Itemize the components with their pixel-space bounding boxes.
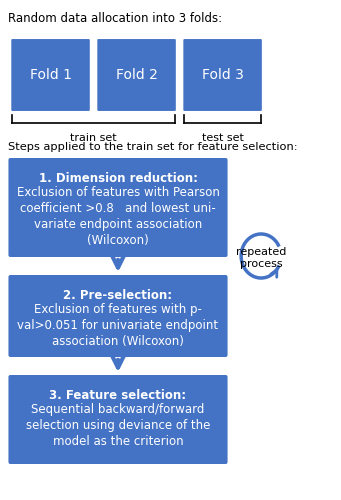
Text: Fold 1: Fold 1	[30, 68, 72, 82]
Text: 3. Feature selection:: 3. Feature selection:	[49, 389, 187, 402]
FancyBboxPatch shape	[9, 375, 227, 464]
Text: 1. Dimension reduction:: 1. Dimension reduction:	[39, 172, 197, 185]
FancyBboxPatch shape	[96, 38, 177, 112]
FancyBboxPatch shape	[9, 158, 227, 257]
Text: Exclusion of features with p-
val>0.051 for univariate endpoint
association (Wil: Exclusion of features with p- val>0.051 …	[17, 303, 219, 348]
FancyBboxPatch shape	[182, 38, 263, 112]
Text: repeated
process: repeated process	[236, 247, 286, 269]
Text: Fold 2: Fold 2	[116, 68, 158, 82]
FancyBboxPatch shape	[9, 275, 227, 357]
Text: test set: test set	[202, 133, 243, 143]
Text: Random data allocation into 3 folds:: Random data allocation into 3 folds:	[8, 12, 222, 25]
Text: train set: train set	[70, 133, 117, 143]
Text: Steps applied to the train set for feature selection:: Steps applied to the train set for featu…	[8, 142, 297, 152]
Text: Exclusion of features with Pearson
coefficient >0.8   and lowest uni-
variate en: Exclusion of features with Pearson coeff…	[17, 186, 220, 247]
FancyBboxPatch shape	[10, 38, 91, 112]
Text: Sequential backward/forward
selection using deviance of the
model as the criteri: Sequential backward/forward selection us…	[26, 403, 210, 448]
Text: Fold 3: Fold 3	[202, 68, 243, 82]
Text: 2. Pre-selection:: 2. Pre-selection:	[63, 289, 173, 302]
